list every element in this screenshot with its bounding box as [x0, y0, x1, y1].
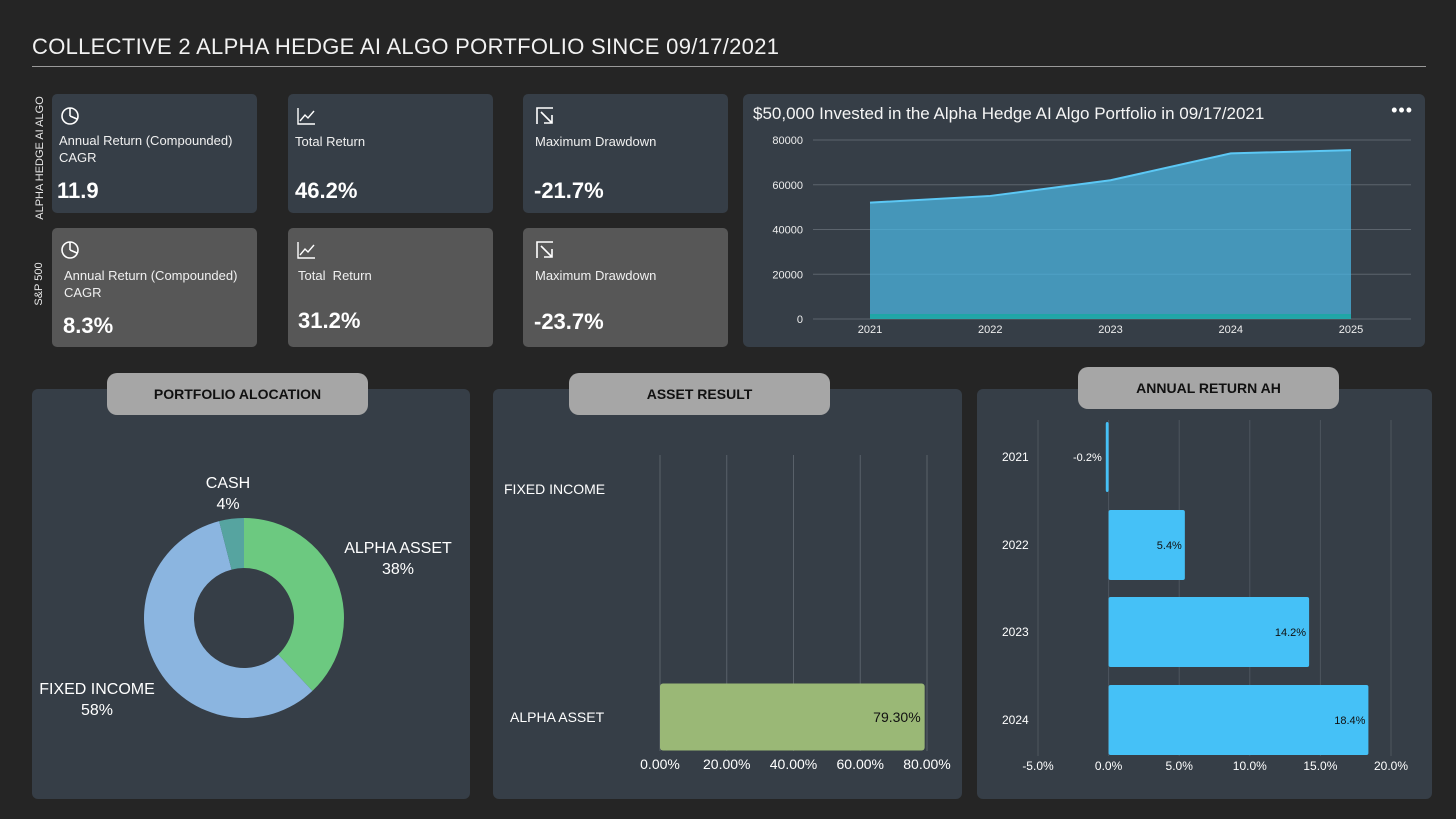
y-tick-label: 0 [797, 314, 803, 326]
kpi-value: 46.2% [295, 178, 358, 203]
kpi-label: Annual Return (Compounded) [59, 133, 233, 148]
annual-return-panel: -5.0% 0.0% 5.0% 10.0% 15.0% 20.0% 2021 -0.2% 202… [977, 389, 1432, 799]
bar-value-label: 14.2% [1275, 627, 1306, 639]
kpi-value: 11.9 [57, 178, 99, 203]
x-tick-label: 15.0% [1303, 759, 1337, 773]
x-tick-label: 0.00% [640, 756, 680, 772]
kpi-label-sub: CAGR [59, 150, 97, 165]
kpi-value: -21.7% [534, 178, 604, 203]
y-tick-label: 20000 [772, 269, 803, 281]
kpi-label-sub: CAGR [64, 285, 102, 300]
y-tick-label: 80000 [772, 135, 803, 147]
category-label: 2024 [1002, 713, 1029, 727]
category-label: 2023 [1002, 625, 1029, 639]
x-tick-label: 80.00% [903, 756, 950, 772]
x-tick-label: 20.00% [703, 756, 750, 772]
slice-percent: 38% [382, 561, 414, 578]
slice-percent: 4% [216, 496, 239, 513]
kpi-value: 31.2% [298, 308, 361, 333]
bar [1108, 510, 1185, 580]
area-series-fill [870, 150, 1351, 319]
kpi-label: Maximum Drawdown [535, 268, 657, 283]
area-series-fill [870, 314, 1351, 319]
growth-area-chart: 80000 60000 40000 20000 0 2021 2022 2023 2024 202… [772, 135, 1411, 336]
arrow-down-right-icon [536, 107, 553, 124]
donut-slice [143, 521, 313, 718]
donut-slice [219, 518, 244, 570]
slice-label: FIXED INCOME [39, 681, 155, 698]
allocation-panel: ALPHA ASSET 38% FIXED INCOME 58% CASH 4% [32, 389, 470, 799]
side-label-ah: ALPHA HEDGE AI ALGO [34, 96, 46, 220]
slice-percent: 58% [81, 702, 113, 719]
kpi-card-ah-cagr: Annual Return (Compounded) CAGR 11.9 [52, 94, 257, 213]
bar-value-label: -0.2% [1073, 452, 1102, 464]
line-chart-icon [297, 108, 315, 125]
growth-chart-title: $50,000 Invested in the Alpha Hedge AI A… [753, 104, 1265, 123]
area-series-line [869, 149, 1352, 204]
x-tick-label: 2023 [1098, 324, 1122, 336]
kpi-label: Annual Return (Compounded) [64, 268, 238, 283]
kpi-card-sp-total-return: Total Return 31.2% [288, 228, 493, 347]
x-tick-label: 2025 [1339, 324, 1363, 336]
x-tick-label: 2022 [978, 324, 1002, 336]
title-divider [32, 66, 1426, 67]
kpi-card-ah-total-return: Total Return 46.2% [288, 94, 493, 213]
x-tick-label: 2024 [1219, 324, 1243, 336]
asset-result-panel: 0.00% 20.00% 40.00% 60.00% 80.00% FIXED INCOM… [493, 389, 962, 799]
bar [1108, 685, 1369, 755]
pie-chart-icon [61, 107, 79, 125]
page-title: COLLECTIVE 2 ALPHA HEDGE AI ALGO PORTFOL… [32, 34, 780, 59]
slice-label: CASH [206, 475, 250, 492]
annual-return-title: ANNUAL RETURN AH [1078, 367, 1339, 409]
bar [660, 683, 925, 751]
bar-value-label: 79.30% [873, 709, 920, 725]
kpi-card-sp-cagr: Annual Return (Compounded) CAGR 8.3% [52, 228, 257, 347]
asset-result-bar-chart: 0.00% 20.00% 40.00% 60.00% 80.00% FIXED INCOM… [504, 455, 951, 772]
donut-slice [244, 518, 344, 691]
x-tick-label: -5.0% [1022, 759, 1054, 773]
pie-chart-icon [61, 241, 79, 259]
x-tick-label: 0.0% [1095, 759, 1123, 773]
category-label: FIXED INCOME [504, 481, 605, 497]
annual-return-bar-chart: -5.0% 0.0% 5.0% 10.0% 15.0% 20.0% 2021 -0.2% 202… [1002, 420, 1408, 773]
allocation-title: PORTFOLIO ALOCATION [107, 373, 368, 415]
bar [1108, 597, 1310, 667]
category-label: ALPHA ASSET [510, 709, 605, 725]
kpi-value: 8.3% [63, 313, 114, 338]
slice-label: ALPHA ASSET [344, 540, 452, 557]
y-tick-label: 40000 [772, 225, 803, 237]
y-tick-label: 60000 [772, 180, 803, 192]
x-tick-label: 10.0% [1233, 759, 1267, 773]
x-tick-label: 20.0% [1374, 759, 1408, 773]
side-label-sp: S&P 500 [33, 262, 45, 306]
growth-chart-panel: $50,000 Invested in the Alpha Hedge AI A… [743, 94, 1425, 347]
kpi-label: Total Return [295, 134, 366, 149]
asset-result-title: ASSET RESULT [569, 373, 830, 415]
category-label: 2021 [1002, 450, 1029, 464]
category-label: 2022 [1002, 538, 1029, 552]
arrow-down-right-icon [536, 241, 553, 258]
kpi-card-ah-drawdown: Maximum Drawdown -21.7% [523, 94, 728, 213]
x-tick-label: 2021 [858, 324, 882, 336]
x-tick-label: 40.00% [770, 756, 817, 772]
more-options-icon[interactable]: ••• [1391, 100, 1413, 120]
kpi-value: -23.7% [534, 309, 604, 334]
bar [1105, 422, 1109, 492]
x-tick-label: 5.0% [1166, 759, 1194, 773]
kpi-label: Maximum Drawdown [535, 134, 657, 149]
bar-value-label: 5.4% [1157, 540, 1182, 552]
line-chart-icon [297, 242, 315, 259]
bar-value-label: 18.4% [1334, 715, 1365, 727]
allocation-donut-chart: ALPHA ASSET 38% FIXED INCOME 58% CASH 4% [39, 475, 452, 719]
kpi-card-sp-drawdown: Maximum Drawdown -23.7% [523, 228, 728, 347]
x-tick-label: 60.00% [837, 756, 884, 772]
kpi-label: Total Return [298, 268, 372, 283]
